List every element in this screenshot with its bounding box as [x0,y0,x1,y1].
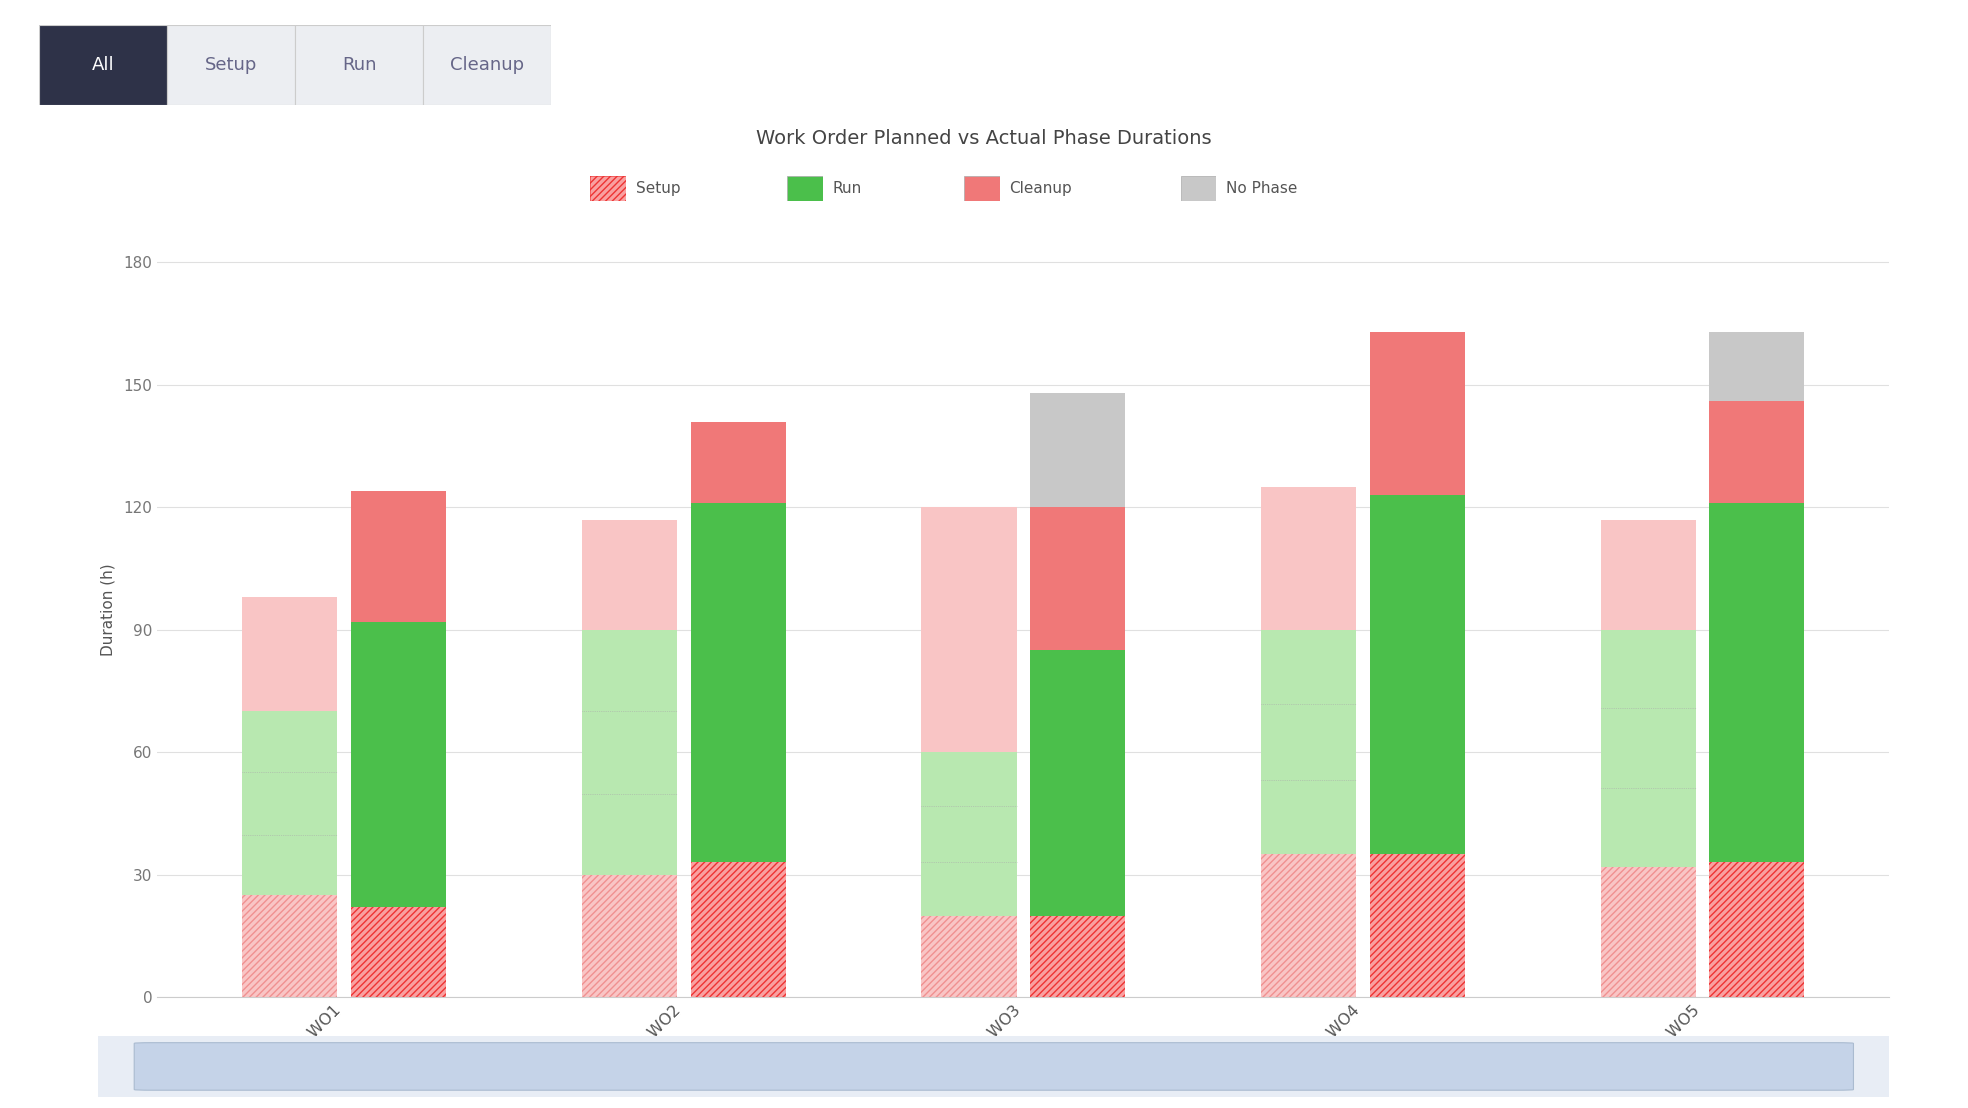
Bar [691,503,785,862]
Bar [1370,331,1464,495]
Bar [691,862,785,997]
Bar [350,491,447,622]
Text: No Phase: No Phase [1226,181,1297,196]
Bar [1029,650,1126,915]
Bar [1261,854,1356,997]
Bar [350,907,447,997]
Text: Run: Run [342,57,376,74]
Bar [1261,486,1356,629]
Bar [1710,503,1805,862]
Bar [242,895,337,997]
FancyBboxPatch shape [167,25,295,105]
Bar [1370,854,1464,997]
FancyBboxPatch shape [81,1035,1907,1098]
Bar [921,915,1017,997]
Bar [921,507,1017,752]
Bar [1261,854,1356,997]
Bar [583,629,677,874]
Bar [1370,495,1464,854]
Bar [921,752,1017,915]
Bar [583,874,677,997]
Bar [1029,915,1126,997]
Text: Cleanup: Cleanup [451,57,523,74]
Bar [1710,862,1805,997]
Text: Setup: Setup [636,181,681,196]
Bar [1710,862,1805,997]
Bar [242,597,337,711]
FancyBboxPatch shape [134,1043,1854,1090]
Bar [583,874,677,997]
Bar [1710,401,1805,503]
Text: All: All [92,57,114,74]
FancyBboxPatch shape [295,25,423,105]
Bar [1261,629,1356,854]
Bar [583,520,677,629]
Bar [921,915,1017,997]
Bar [350,622,447,907]
Bar [1710,331,1805,401]
Text: Run: Run [832,181,862,196]
Bar [1600,866,1696,997]
Bar [1600,629,1696,866]
Bar [691,862,785,997]
Text: Cleanup: Cleanup [1010,181,1073,196]
FancyBboxPatch shape [423,25,551,105]
Y-axis label: Duration (h): Duration (h) [100,563,116,656]
FancyBboxPatch shape [39,25,167,105]
Bar [350,907,447,997]
Text: Work Order Planned vs Actual Phase Durations: Work Order Planned vs Actual Phase Durat… [756,129,1212,148]
Bar [1600,520,1696,629]
Bar [1370,854,1464,997]
Bar [1029,507,1126,650]
Text: Setup: Setup [205,57,258,74]
Bar [1600,866,1696,997]
Bar [1029,393,1126,507]
Bar [242,711,337,895]
Bar [242,895,337,997]
Bar [691,422,785,503]
Bar [1029,915,1126,997]
